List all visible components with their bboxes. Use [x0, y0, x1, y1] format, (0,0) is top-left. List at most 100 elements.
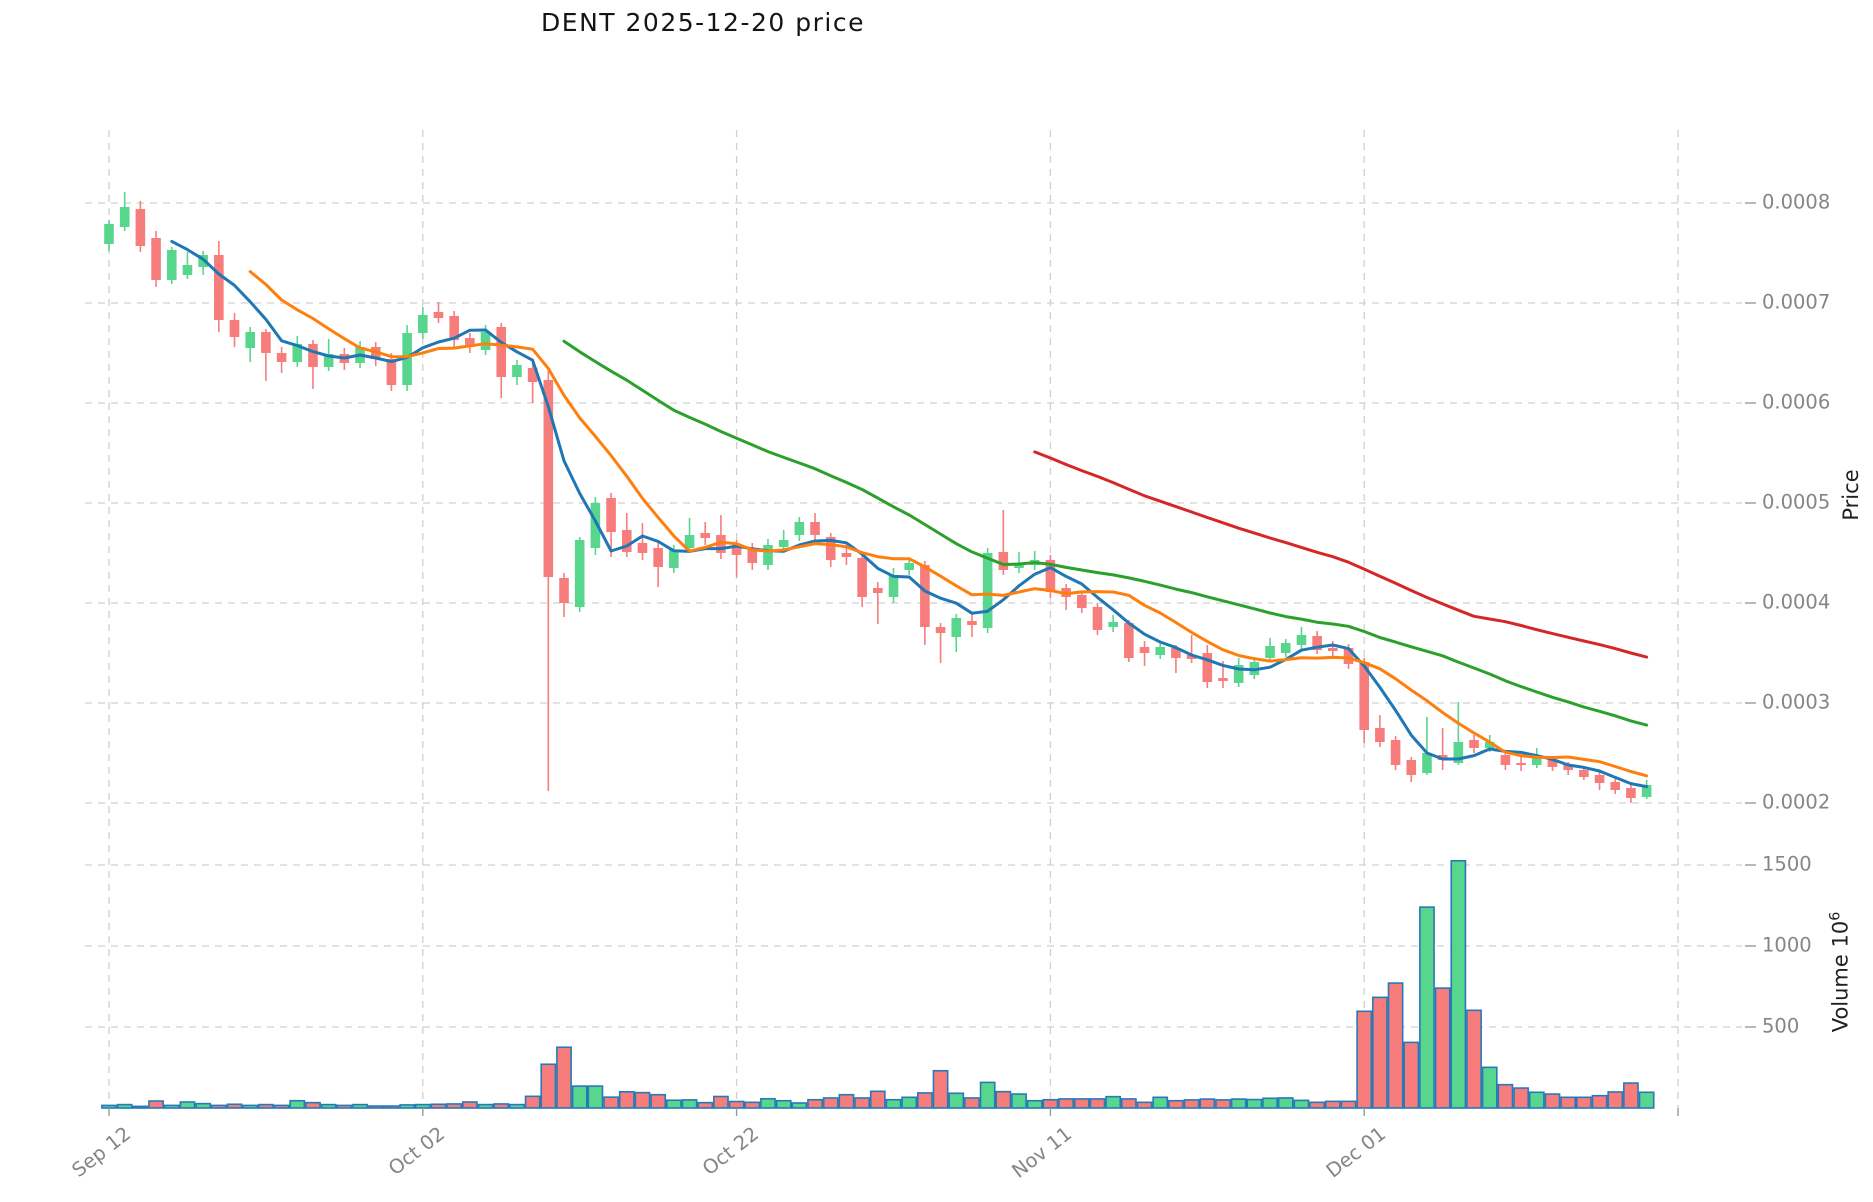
candle-body-2025-09-14: [135, 209, 146, 246]
candle-body-2025-11-13: [1076, 595, 1087, 608]
volume-bar-2025-11-23: [1230, 1098, 1247, 1109]
volume-bar-2025-12-17: [1607, 1091, 1624, 1109]
volume-bar-2025-12-14: [1560, 1096, 1577, 1109]
volume-bar-2025-09-29: [367, 1105, 384, 1109]
candle-body-2025-11-03: [920, 565, 930, 627]
volume-bar-2025-12-18: [1623, 1082, 1639, 1109]
candle-body-2025-09-30: [386, 359, 397, 385]
candle-body-2025-11-23: [1233, 665, 1244, 683]
volume-bar-2025-11-29: [1324, 1100, 1341, 1109]
candle-body-2025-10-07: [496, 327, 507, 377]
candle-body-2025-09-13: [119, 207, 130, 227]
candle-body-2025-10-21: [716, 535, 726, 553]
volume-bar-2025-10-24: [760, 1097, 776, 1109]
volume-bar-2025-10-12: [571, 1085, 588, 1109]
candle-body-2025-10-24: [763, 545, 773, 565]
volume-bar-2025-10-01: [399, 1104, 416, 1109]
price-tick-label: 0.0008: [1762, 190, 1831, 214]
volume-bar-2025-10-04: [446, 1103, 463, 1109]
candle-body-2025-11-11: [1045, 560, 1056, 592]
candle-body-2025-10-10: [543, 380, 554, 577]
volume-bar-2025-11-19: [1168, 1099, 1184, 1109]
volume-bar-2025-11-17: [1136, 1101, 1153, 1109]
candle-body-2025-10-26: [794, 522, 805, 535]
candle-body-2025-10-03: [433, 312, 444, 318]
volume-bar-2025-11-03: [916, 1092, 933, 1109]
volume-tick-label: 1000: [1762, 933, 1812, 957]
volume-bar-2025-09-27: [336, 1104, 353, 1109]
candle-body-2025-11-06: [967, 621, 977, 625]
volume-bar-2025-11-21: [1199, 1098, 1216, 1109]
candle-body-2025-10-04: [449, 316, 459, 340]
candle-body-2025-12-15: [1579, 770, 1589, 777]
candle-body-2025-11-29: [1328, 648, 1338, 651]
volume-bar-2025-10-14: [603, 1096, 619, 1109]
volume-bar-2025-12-07: [1450, 859, 1467, 1109]
volume-bar-2025-11-18: [1152, 1096, 1169, 1109]
candle-body-2025-12-10: [1500, 755, 1511, 765]
candle-body-2025-10-20: [700, 533, 711, 538]
candle-body-2025-10-29: [841, 553, 852, 557]
candle-body-2025-11-19: [1171, 648, 1181, 658]
candle-body-2025-10-19: [684, 535, 695, 548]
candle-body-2025-12-05: [1422, 753, 1432, 773]
candle-body-2025-11-04: [935, 627, 946, 633]
candle-body-2025-12-19: [1641, 785, 1652, 797]
candle-body-2025-11-01: [888, 575, 899, 597]
volume-bar-2025-12-16: [1591, 1094, 1608, 1109]
volume-bar-2025-11-30: [1340, 1100, 1357, 1109]
candle-body-2025-12-17: [1610, 782, 1621, 790]
volume-bar-2025-11-01: [885, 1098, 902, 1109]
volume-bar-2025-10-27: [807, 1098, 823, 1109]
volume-bar-2025-09-14: [132, 1105, 149, 1109]
volume-bar-2025-12-12: [1528, 1091, 1545, 1109]
volume-bar-2025-11-07: [979, 1081, 996, 1109]
candle-body-2025-10-16: [637, 543, 648, 553]
volume-tick-label: 1500: [1762, 852, 1812, 876]
candle-body-2025-10-23: [747, 548, 758, 563]
candle-body-2025-10-06: [480, 332, 491, 350]
candle-body-2025-09-22: [261, 332, 271, 353]
candle-body-2025-12-18: [1626, 788, 1636, 798]
volume-bar-2025-09-19: [210, 1104, 227, 1109]
volume-bar-2025-10-07: [493, 1103, 510, 1109]
candle-body-2025-12-08: [1469, 740, 1479, 748]
volume-bar-2025-09-16: [163, 1104, 180, 1109]
volume-bar-2025-10-26: [791, 1102, 808, 1109]
candle-body-2025-10-22: [731, 545, 742, 555]
candle-body-2025-09-24: [292, 344, 303, 362]
volume-bar-2025-11-27: [1293, 1099, 1310, 1109]
volume-bar-2025-12-01: [1356, 1010, 1373, 1109]
candle-body-2025-09-25: [308, 344, 318, 367]
volume-bar-2025-10-15: [618, 1091, 635, 1109]
volume-bar-2025-09-22: [257, 1103, 274, 1109]
volume-bar-2025-12-02: [1371, 996, 1388, 1109]
candle-body-2025-10-15: [621, 530, 632, 552]
volume-bar-2025-11-09: [1011, 1093, 1027, 1109]
volume-bar-2025-09-12: [101, 1104, 117, 1109]
volume-bar-2025-11-15: [1105, 1095, 1122, 1109]
volume-bar-2025-11-12: [1058, 1098, 1074, 1109]
candle-body-2025-11-27: [1296, 635, 1307, 645]
candle-body-2025-10-31: [873, 588, 883, 593]
candle-body-2025-11-16: [1124, 623, 1134, 658]
candle-body-2025-09-23: [276, 353, 287, 362]
candle-body-2025-10-11: [559, 578, 569, 603]
volume-bar-2025-09-13: [116, 1103, 133, 1109]
volume-bar-2025-10-11: [556, 1046, 572, 1109]
candle-body-2025-10-14: [606, 498, 616, 532]
candle-body-2025-12-14: [1563, 765, 1573, 770]
price-tick-label: 0.0005: [1762, 490, 1831, 514]
volume-bar-2025-11-28: [1309, 1101, 1326, 1109]
volume-bar-2025-12-06: [1434, 987, 1451, 1109]
volume-bar-2025-10-10: [540, 1063, 557, 1109]
candle-body-2025-10-25: [778, 540, 789, 547]
candle-body-2025-11-17: [1139, 647, 1150, 653]
volume-tick-label: 500: [1762, 1014, 1800, 1038]
volume-bar-2025-09-17: [179, 1101, 196, 1109]
candle-body-2025-11-02: [904, 563, 914, 570]
chart-title: DENT 2025-12-20 price: [541, 8, 865, 37]
volume-bar-2025-11-08: [995, 1090, 1012, 1109]
candle-body-2025-09-12: [104, 224, 114, 244]
candle-body-2025-11-28: [1312, 636, 1322, 650]
